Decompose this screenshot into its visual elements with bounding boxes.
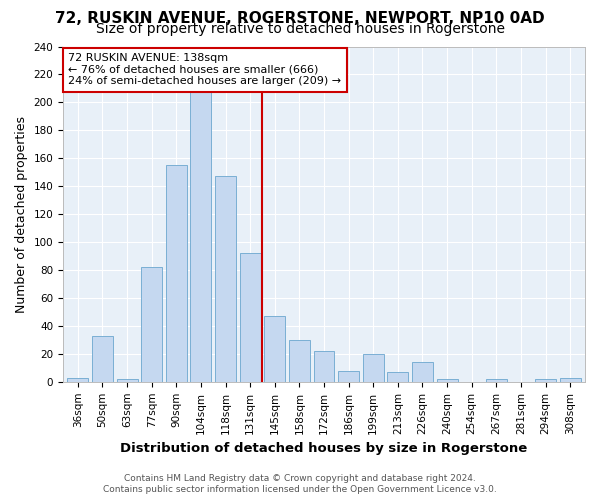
Bar [486, 379, 507, 382]
Bar [239, 254, 260, 382]
Bar [92, 336, 113, 382]
Bar [265, 316, 285, 382]
Bar [363, 354, 384, 382]
Bar [338, 370, 359, 382]
Text: 72 RUSKIN AVENUE: 138sqm
← 76% of detached houses are smaller (666)
24% of semi-: 72 RUSKIN AVENUE: 138sqm ← 76% of detach… [68, 53, 341, 86]
X-axis label: Distribution of detached houses by size in Rogerstone: Distribution of detached houses by size … [121, 442, 527, 455]
Bar [412, 362, 433, 382]
Bar [560, 378, 581, 382]
Bar [437, 379, 458, 382]
Bar [190, 60, 211, 382]
Bar [289, 340, 310, 382]
Bar [67, 378, 88, 382]
Bar [116, 379, 137, 382]
Bar [215, 176, 236, 382]
Bar [388, 372, 409, 382]
Text: Contains HM Land Registry data © Crown copyright and database right 2024.
Contai: Contains HM Land Registry data © Crown c… [103, 474, 497, 494]
Text: Size of property relative to detached houses in Rogerstone: Size of property relative to detached ho… [95, 22, 505, 36]
Text: 72, RUSKIN AVENUE, ROGERSTONE, NEWPORT, NP10 0AD: 72, RUSKIN AVENUE, ROGERSTONE, NEWPORT, … [55, 11, 545, 26]
Bar [141, 268, 162, 382]
Bar [166, 166, 187, 382]
Y-axis label: Number of detached properties: Number of detached properties [15, 116, 28, 312]
Bar [535, 379, 556, 382]
Bar [314, 351, 334, 382]
